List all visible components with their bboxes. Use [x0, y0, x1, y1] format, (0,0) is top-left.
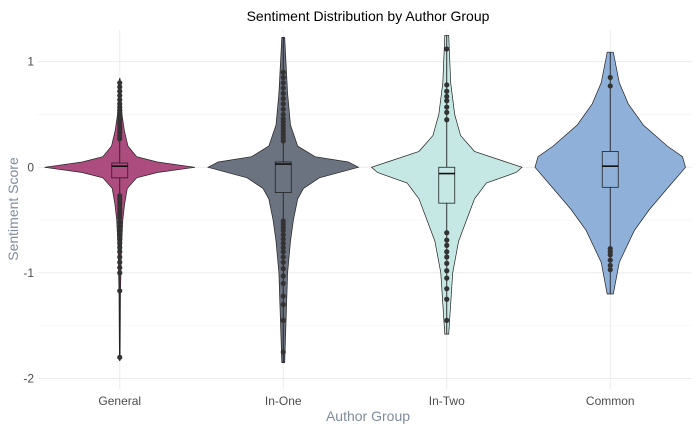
- outlier-point: [607, 257, 613, 263]
- outlier-point: [280, 236, 286, 242]
- outlier-point: [444, 88, 450, 94]
- outlier-point: [444, 249, 450, 255]
- outlier-point: [280, 349, 286, 355]
- outlier-point: [117, 228, 123, 234]
- outlier-point: [280, 254, 286, 260]
- outlier-point: [280, 116, 286, 122]
- violin-common: [534, 51, 686, 295]
- outlier-point: [117, 236, 123, 242]
- outlier-point: [444, 109, 450, 115]
- outlier-point: [117, 244, 123, 251]
- outlier-point: [280, 232, 286, 238]
- outlier-point: [444, 98, 450, 104]
- outlier-point: [280, 96, 286, 102]
- outlier-point: [607, 83, 613, 89]
- outlier-point: [117, 232, 123, 238]
- outlier-point: [117, 193, 123, 199]
- y-axis-title: Sentiment Score: [5, 157, 21, 261]
- violin-plots: [44, 34, 686, 363]
- outlier-point: [280, 259, 286, 265]
- outlier-point: [280, 111, 286, 118]
- outlier-point: [280, 80, 286, 86]
- outlier-point: [117, 92, 123, 99]
- outlier-point: [607, 74, 613, 81]
- y-tick-label: -1: [23, 266, 34, 280]
- outlier-point: [444, 254, 450, 260]
- violin-in-two: [370, 34, 523, 335]
- chart-title: Sentiment Distribution by Author Group: [247, 8, 490, 24]
- outlier-point: [117, 80, 123, 86]
- outlier-point: [280, 293, 286, 299]
- outlier-point: [444, 104, 450, 110]
- outlier-point: [280, 74, 286, 81]
- box-iqr: [274, 161, 292, 194]
- x-axis-ticks: General In-One In-Two Common: [98, 394, 634, 408]
- outlier-point: [607, 262, 613, 269]
- box-iqr: [601, 151, 619, 188]
- outlier-point: [117, 354, 123, 360]
- x-tick-label: Common: [586, 394, 635, 408]
- outlier-point: [280, 90, 286, 96]
- outlier-point: [444, 237, 450, 243]
- outlier-point: [444, 117, 450, 123]
- outlier-point: [444, 296, 450, 302]
- outlier-point: [280, 240, 286, 246]
- outlier-point: [444, 82, 450, 88]
- outlier-point: [280, 280, 286, 287]
- outlier-point: [280, 301, 286, 308]
- outlier-point: [444, 260, 450, 266]
- outlier-point: [117, 254, 123, 260]
- y-tick-label: -2: [23, 371, 34, 385]
- y-axis-ticks: -2 -1 0 1: [23, 55, 34, 386]
- outlier-point: [280, 101, 286, 107]
- y-tick-label: 1: [27, 55, 34, 69]
- box-iqr: [111, 162, 129, 179]
- outlier-point: [444, 242, 450, 248]
- x-tick-label: In-One: [265, 394, 302, 408]
- outlier-point: [117, 249, 123, 255]
- outlier-point: [117, 88, 123, 94]
- outlier-point: [444, 275, 450, 281]
- outlier-point: [280, 218, 286, 224]
- box-iqr: [438, 166, 456, 204]
- outlier-point: [117, 223, 123, 229]
- x-tick-label: General: [98, 394, 141, 408]
- x-axis-title: Author Group: [326, 408, 410, 424]
- outlier-point: [117, 84, 123, 90]
- outlier-point: [280, 266, 286, 272]
- violin-in-one: [207, 37, 360, 363]
- outlier-point: [117, 219, 123, 225]
- outlier-point: [607, 267, 613, 273]
- outlier-point: [444, 93, 450, 100]
- outlier-point: [280, 249, 286, 255]
- outlier-point: [117, 270, 123, 276]
- outlier-point: [444, 230, 450, 236]
- outlier-point: [444, 286, 450, 292]
- y-tick-label: 0: [27, 160, 34, 174]
- outlier-point: [280, 85, 286, 91]
- outlier-point: [117, 101, 123, 107]
- outlier-point: [117, 240, 123, 246]
- outlier-point: [444, 268, 450, 274]
- outlier-point: [117, 259, 123, 265]
- outlier-point: [280, 317, 286, 323]
- outlier-point: [280, 273, 286, 279]
- outlier-point: [280, 106, 286, 112]
- outlier-point: [444, 317, 450, 323]
- x-tick-label: In-Two: [429, 394, 465, 408]
- violin-general: [44, 78, 196, 361]
- outlier-point: [117, 97, 123, 103]
- outlier-point: [117, 288, 123, 294]
- outlier-point: [444, 46, 450, 52]
- outlier-point: [280, 244, 286, 251]
- outlier-point: [280, 69, 286, 75]
- outlier-point: [607, 245, 613, 252]
- outlier-point: [117, 264, 123, 271]
